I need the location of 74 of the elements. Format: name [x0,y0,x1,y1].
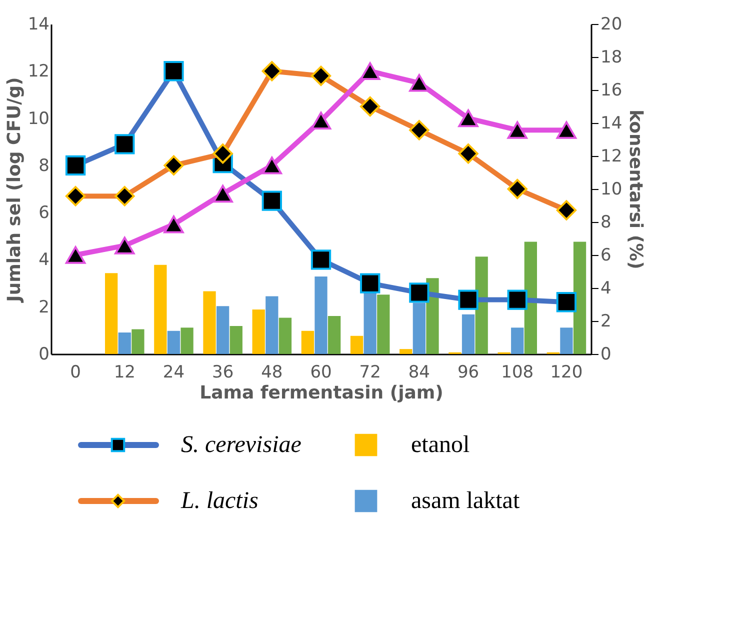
point [212,184,233,203]
bar [216,306,230,354]
bar [180,328,194,354]
y-tick-label: 4 [38,250,50,270]
point [360,62,380,80]
legend-label: L. lactis [180,488,258,514]
point [164,215,184,234]
y2-axis-title: konsentarsi (%) [625,110,646,270]
bar [364,292,376,354]
x-tick-label: 24 [162,362,185,382]
x-tick-label: 108 [501,362,534,382]
legend-label: asam laktat [411,488,520,514]
point [556,121,577,139]
point [507,121,528,139]
x-tick-label: 84 [408,362,430,382]
bar [377,294,390,354]
y2-tick-label: 0 [600,344,612,364]
bar [462,314,475,354]
bar [560,328,573,354]
y-tick-label: 10 [28,108,50,129]
y-tick-label: 0 [38,344,50,364]
bar [314,276,328,354]
point [310,112,332,130]
x-tick-label: 96 [457,362,480,382]
x-tick-label: 72 [359,362,381,382]
bar [301,330,314,354]
bar [203,291,216,354]
bar [230,326,242,354]
bar [475,256,488,354]
bar [328,316,341,354]
y-tick-label: 6 [38,203,50,224]
bar [252,309,265,354]
y2-tick-label: 2 [600,312,612,332]
y2-tick-label: 20 [600,14,622,34]
bar [167,330,180,354]
y2-tick-label: 14 [600,114,622,134]
y2-tick-label: 6 [600,246,612,266]
x-tick-label: 12 [114,362,136,382]
bar [524,242,537,354]
x-tick-label: 36 [212,362,234,382]
legend-label: S. cerevisiae [181,432,302,458]
bar [118,332,131,354]
point [262,156,282,174]
bar [511,328,524,354]
y2-tick-label: 10 [600,180,622,200]
bar [266,296,278,354]
y2-tick-label: 4 [600,278,612,298]
y2-tick-label: 12 [600,146,622,166]
y-axis-title: Jumlah sel (log CFU/g) [4,77,25,304]
y2-tick-label: 18 [600,48,622,68]
y-tick-label: 2 [38,297,50,318]
x-tick-label: 60 [310,362,332,382]
x-tick-label: 120 [550,362,583,382]
y-tick-label: 14 [28,14,50,34]
y2-tick-label: 16 [600,80,622,100]
point [114,236,135,254]
legend-label: etanol [411,432,470,458]
bar [132,329,144,354]
bar [154,264,167,354]
bar [105,273,118,354]
y-tick-label: 8 [38,156,50,176]
x-axis-title: Lama fermentasin (jam) [200,382,444,404]
point [458,109,478,128]
point [409,74,430,92]
bar [573,242,586,354]
y2-tick-label: 8 [600,212,612,232]
bar [278,318,292,354]
x-tick-label: 0 [70,362,81,382]
bar [350,336,364,354]
point [65,246,86,264]
y-tick-label: 12 [28,62,50,82]
bar [412,302,426,354]
bar [400,349,412,354]
x-tick-label: 48 [261,362,283,382]
